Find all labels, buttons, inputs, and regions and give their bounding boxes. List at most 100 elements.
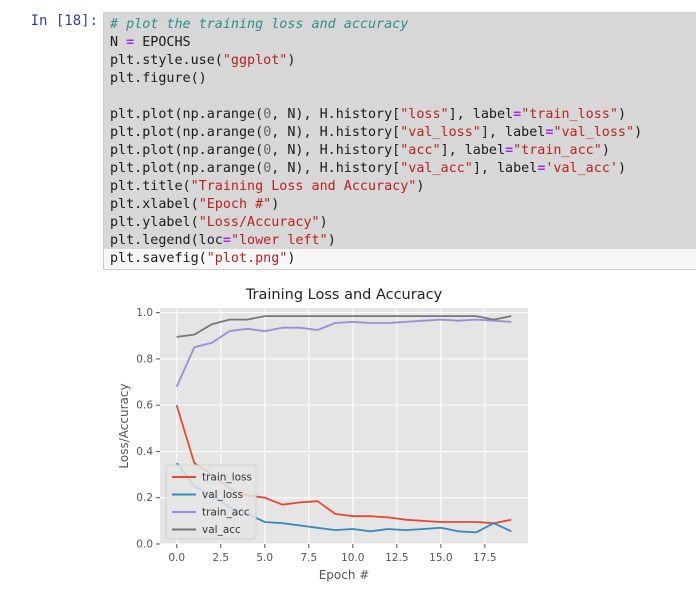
code-token: plt.legend(loc: [110, 233, 223, 248]
code-token: ): [271, 197, 280, 212]
x-tick-label: 2.5: [212, 552, 229, 564]
y-tick-label: 0.0: [136, 539, 153, 551]
legend-label: train_acc: [202, 507, 250, 519]
y-ticks: 0.0 0.2 0.4 0.6 0.8 1.0: [136, 307, 160, 551]
code-token: plt.savefig(: [110, 251, 207, 266]
series-line-train-acc: [175, 318, 512, 388]
legend-label: val_acc: [202, 524, 241, 536]
legend-label: train_loss: [202, 472, 252, 484]
code-token: ], label: [480, 125, 546, 140]
code-token: plt.title(: [110, 179, 191, 194]
code-token: EPOCHS: [134, 35, 191, 50]
code-token: 0: [263, 107, 272, 122]
code-token: =: [126, 35, 135, 50]
code-token: "acc": [400, 143, 441, 158]
code-token: 0: [263, 143, 272, 158]
y-tick-label: 0.4: [136, 446, 153, 458]
code-token: =: [545, 125, 554, 140]
code-token: "train_loss": [521, 107, 618, 122]
x-tick-label: 15.0: [429, 552, 452, 564]
code-token: ): [327, 233, 336, 248]
code-token: "Loss/Accuracy": [198, 215, 320, 230]
code-token: ): [601, 143, 610, 158]
code-line: # plot the training loss and accuracy: [110, 16, 642, 34]
code-token: ], label: [448, 107, 514, 122]
code-token: =: [537, 161, 546, 176]
code-token: "loss": [400, 107, 449, 122]
y-tick-label: 1.0: [136, 307, 153, 319]
code-token: ): [319, 215, 328, 230]
code-token: , N), H.history[: [271, 161, 401, 176]
code-line: plt.ylabel("Loss/Accuracy"): [110, 214, 642, 232]
code-line: plt.xlabel("Epoch #"): [110, 196, 642, 214]
y-tick-label: 0.6: [136, 400, 153, 412]
code-editor[interactable]: # plot the training loss and accuracy N =…: [110, 16, 642, 268]
legend-box: [165, 464, 257, 540]
code-token: "val_acc": [400, 161, 473, 176]
selection-highlight: [104, 13, 696, 249]
code-token: ): [617, 161, 626, 176]
code-token: "train_acc": [513, 143, 602, 158]
code-cell-input[interactable]: # plot the training loss and accuracy N =…: [103, 12, 696, 270]
code-token: "ggplot": [222, 53, 288, 68]
legend-label: val_loss: [202, 489, 243, 501]
code-token: plt.figure(): [110, 71, 207, 86]
x-tick-label: 17.5: [473, 552, 496, 564]
training-chart: 0.0 2.5 5.0 7.5 10.0 12.5 15.0 17.5 0.00.20.40.…: [110, 282, 530, 592]
code-line: plt.plot(np.arange(0, N), H.history["acc…: [110, 142, 642, 160]
code-token: # plot the training loss and accuracy: [110, 17, 409, 32]
code-line: plt.plot(np.arange(0, N), H.history["los…: [110, 106, 642, 124]
chart-title: Training Loss and Accuracy: [245, 287, 443, 303]
cell-output: 0.0 2.5 5.0 7.5 10.0 12.5 15.0 17.5 0.0 0.2 0.4 0.…: [110, 282, 530, 592]
x-tick-label: 0.0: [168, 552, 185, 564]
code-line: plt.plot(np.arange(0, N), H.history["val…: [110, 124, 642, 142]
code-token: "val_loss": [400, 125, 481, 140]
code-token: , N), H.history[: [271, 143, 401, 158]
code-line: plt.title("Training Loss and Accuracy"): [110, 178, 642, 196]
series-line-val-acc: [176, 315, 512, 338]
y-tick-label: 0.8: [136, 353, 153, 365]
code-token: plt.plot(np.arange(: [110, 125, 264, 140]
code-line: N = EPOCHS: [110, 34, 642, 52]
code-line: plt.savefig("plot.png"): [110, 250, 642, 268]
x-tick-label: 7.5: [300, 552, 317, 564]
code-line: [110, 88, 642, 106]
legend: train_loss val_loss train_acc val_acc: [165, 464, 257, 540]
code-token: plt.ylabel(: [110, 215, 199, 230]
code-line: plt.figure(): [110, 70, 642, 88]
code-line: plt.style.use("ggplot"): [110, 52, 642, 70]
code-token: "Training Loss and Accuracy": [190, 179, 417, 194]
code-token: =: [513, 107, 522, 122]
code-token: "lower left": [230, 233, 328, 248]
code-token: ): [416, 179, 425, 194]
y-tick-label: 0.2: [136, 492, 153, 504]
y-axis-label: Loss/Accuracy: [117, 383, 131, 468]
code-token: =: [505, 143, 514, 158]
code-token: ], label: [440, 143, 506, 158]
code-line: plt.plot(np.arange(0, N), H.history["val…: [110, 160, 642, 178]
x-axis-label: Epoch #: [319, 568, 370, 582]
x-ticks: 0.0 2.5 5.0 7.5 10.0 12.5 15.0 17.5: [168, 544, 497, 564]
x-tick-label: 10.0: [341, 552, 364, 564]
cell-prompt: In [18]:: [30, 13, 98, 29]
code-token: 0: [263, 161, 272, 176]
code-token: 0: [263, 125, 272, 140]
code-token: ): [634, 125, 643, 140]
code-token: =: [222, 233, 231, 248]
code-token: ): [287, 251, 296, 266]
code-token: ): [617, 107, 626, 122]
code-token: plt.plot(np.arange(: [110, 143, 264, 158]
code-token: plt.plot(np.arange(: [110, 161, 264, 176]
code-token: ], label: [472, 161, 538, 176]
code-token: "plot.png": [206, 251, 288, 266]
code-token: , N), H.history[: [271, 125, 401, 140]
code-token: , N), H.history[: [271, 107, 401, 122]
x-tick-label: 5.0: [256, 552, 273, 564]
code-token: "Epoch #": [198, 197, 272, 212]
code-token: ): [287, 53, 296, 68]
code-token: plt.plot(np.arange(: [110, 107, 264, 122]
code-token: N: [110, 35, 127, 50]
code-token: 'val_acc': [545, 161, 618, 176]
code-token: plt.xlabel(: [110, 197, 199, 212]
code-line: plt.legend(loc="lower left"): [110, 232, 642, 250]
